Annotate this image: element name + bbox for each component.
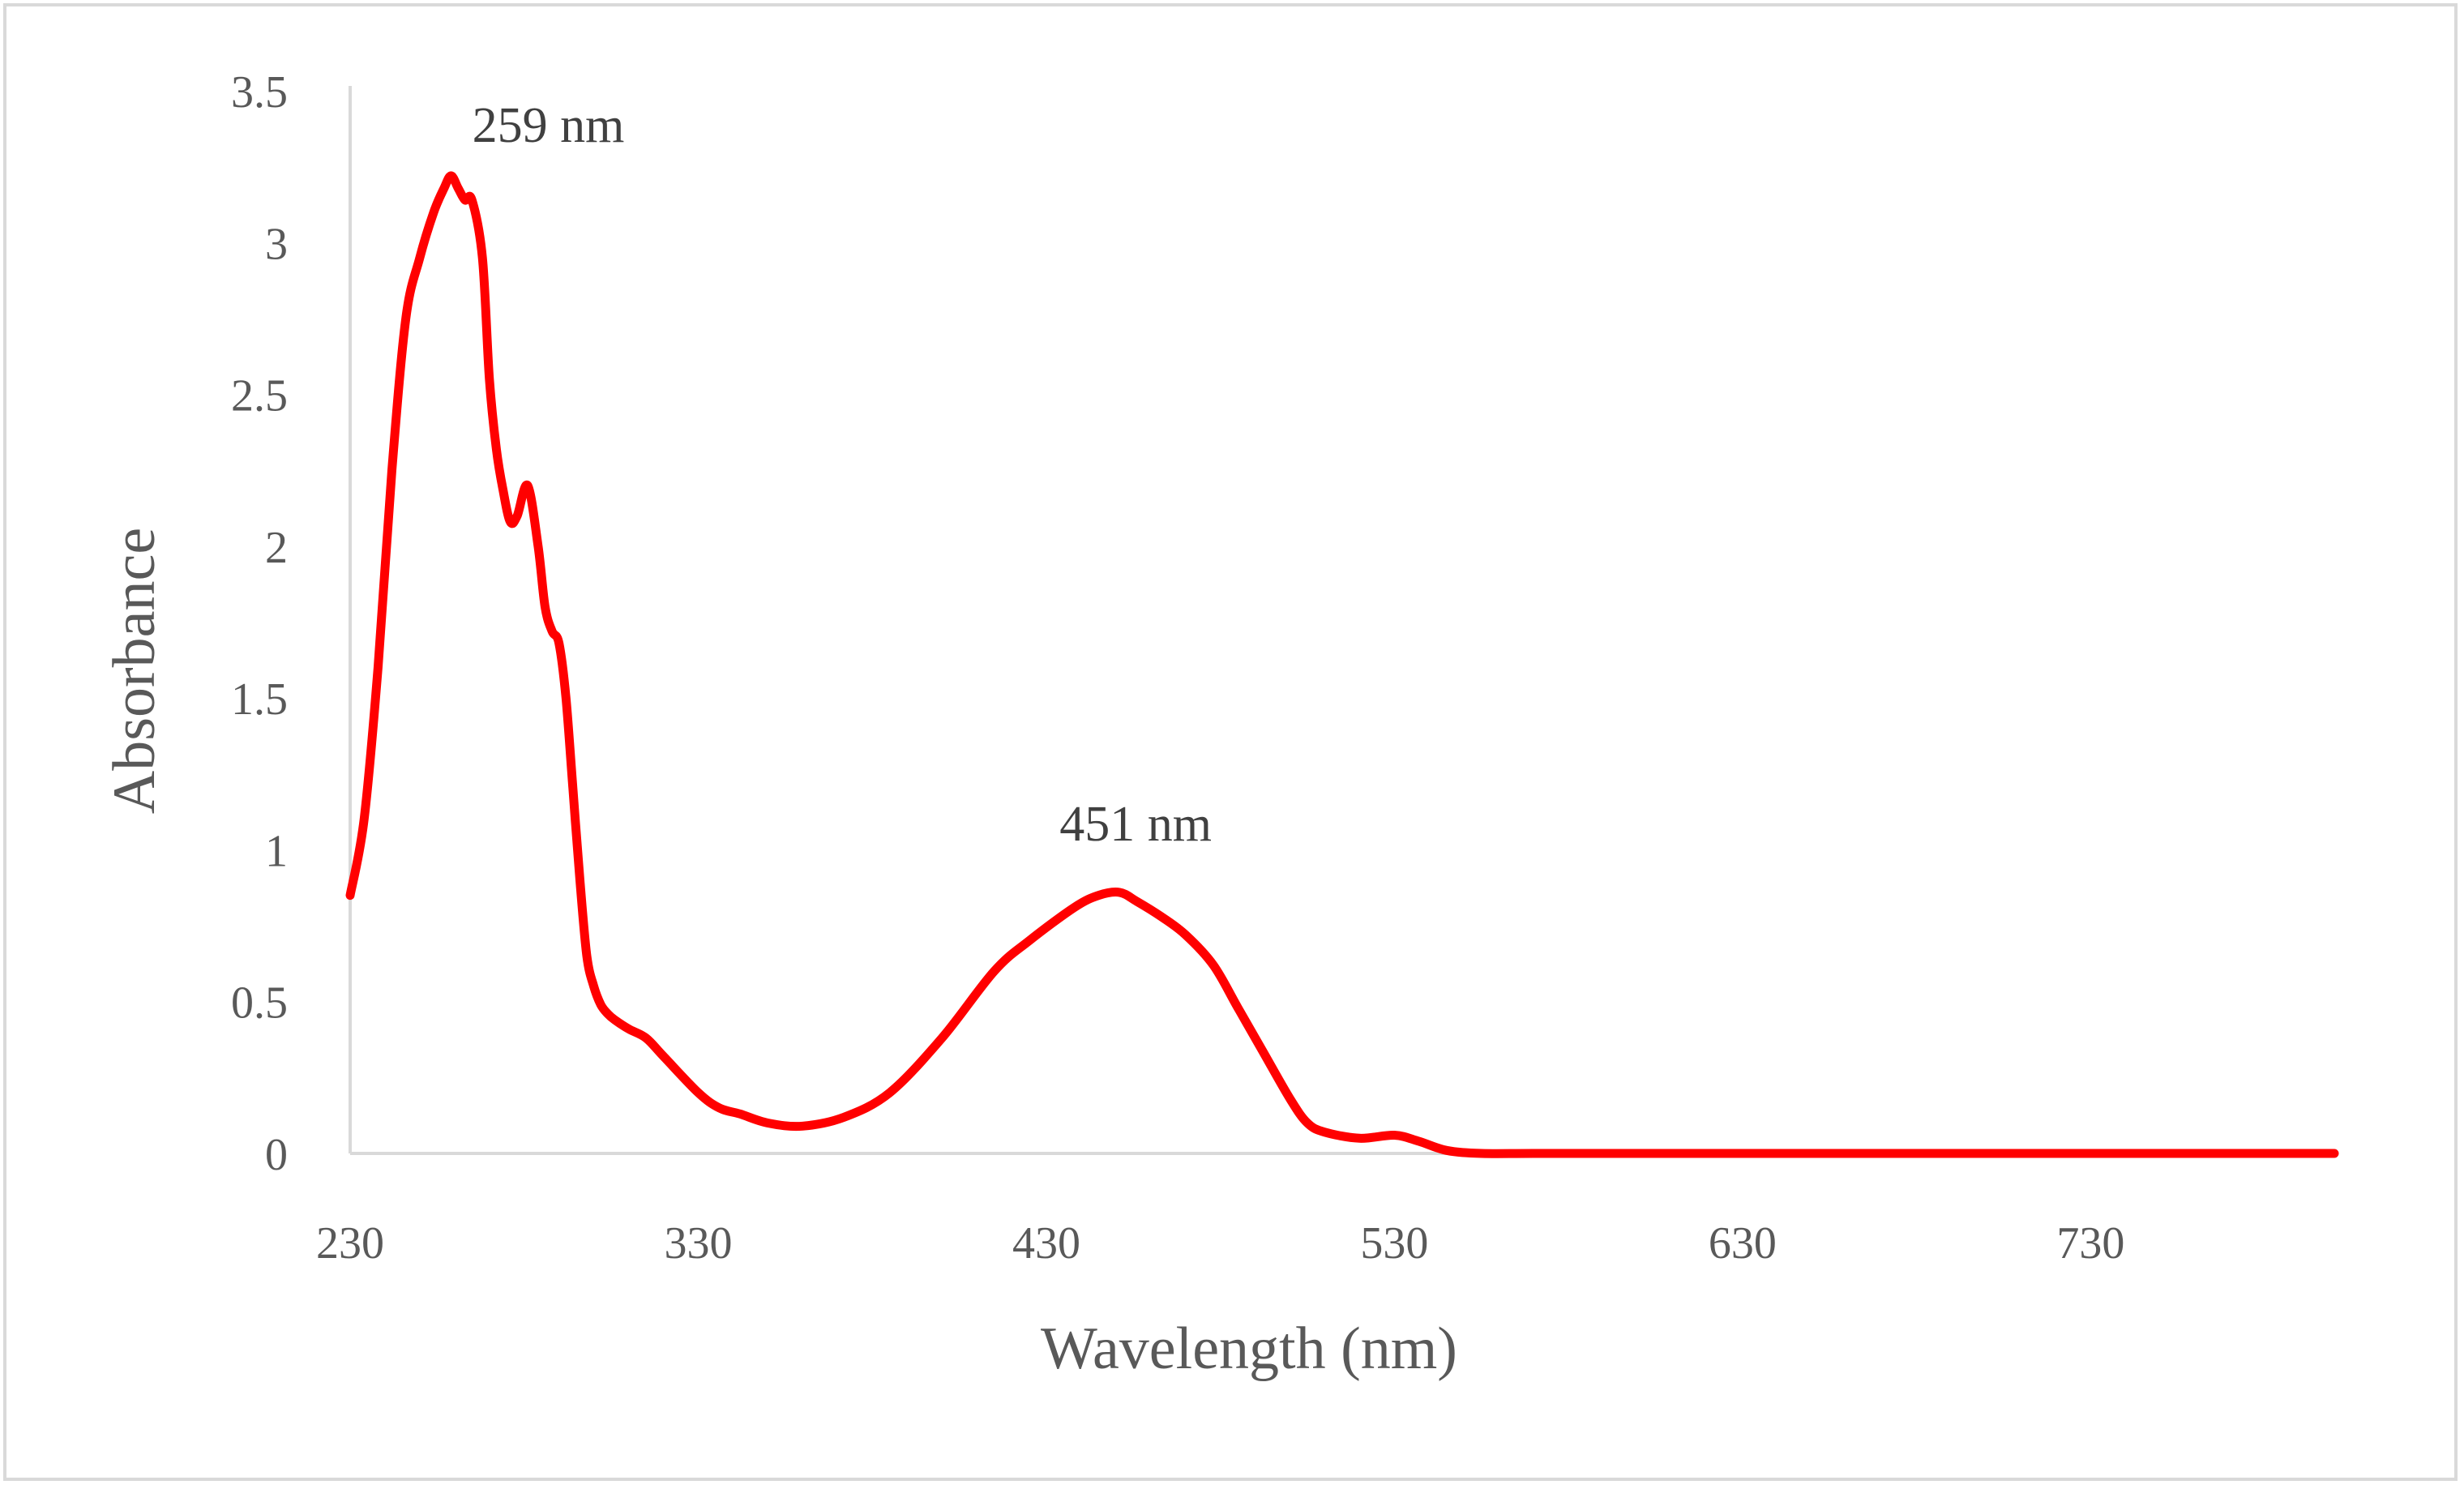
peak-annotation: 451 nm	[1059, 797, 1212, 852]
x-tick-label: 730	[2056, 1218, 2124, 1269]
axes	[349, 86, 2334, 1155]
y-tick-label: 3.5	[231, 67, 288, 118]
y-tick-label: 1.5	[231, 674, 288, 725]
x-tick-label: 330	[664, 1218, 732, 1269]
x-tick-label: 530	[1360, 1218, 1428, 1269]
y-tick-label: 3	[265, 219, 288, 269]
y-tick-label: 0.5	[231, 978, 288, 1029]
y-tick-label: 0	[265, 1130, 288, 1180]
x-tick-label: 430	[1012, 1218, 1080, 1269]
x-tick-label: 230	[316, 1218, 384, 1269]
x-tick-labels: 230 330 430 530 630 730	[316, 1218, 2124, 1269]
series-group	[345, 171, 2339, 1158]
x-axis-title: Wavelength (nm)	[1041, 1316, 1457, 1382]
y-tick-label: 1	[265, 826, 288, 876]
y-tick-label: 2.5	[231, 371, 288, 421]
annotations: 259 nm 451 nm	[473, 98, 1212, 852]
y-axis-title: Absorbance	[101, 528, 168, 814]
y-tick-label: 2	[265, 523, 288, 573]
y-tick-labels: 0 0.5 1 1.5 2 2.5 3 3.5	[231, 67, 288, 1180]
x-tick-label: 630	[1709, 1218, 1777, 1269]
chart-frame	[3, 3, 2458, 1481]
peak-annotation: 259 nm	[473, 98, 625, 153]
series-line	[345, 171, 2339, 1158]
